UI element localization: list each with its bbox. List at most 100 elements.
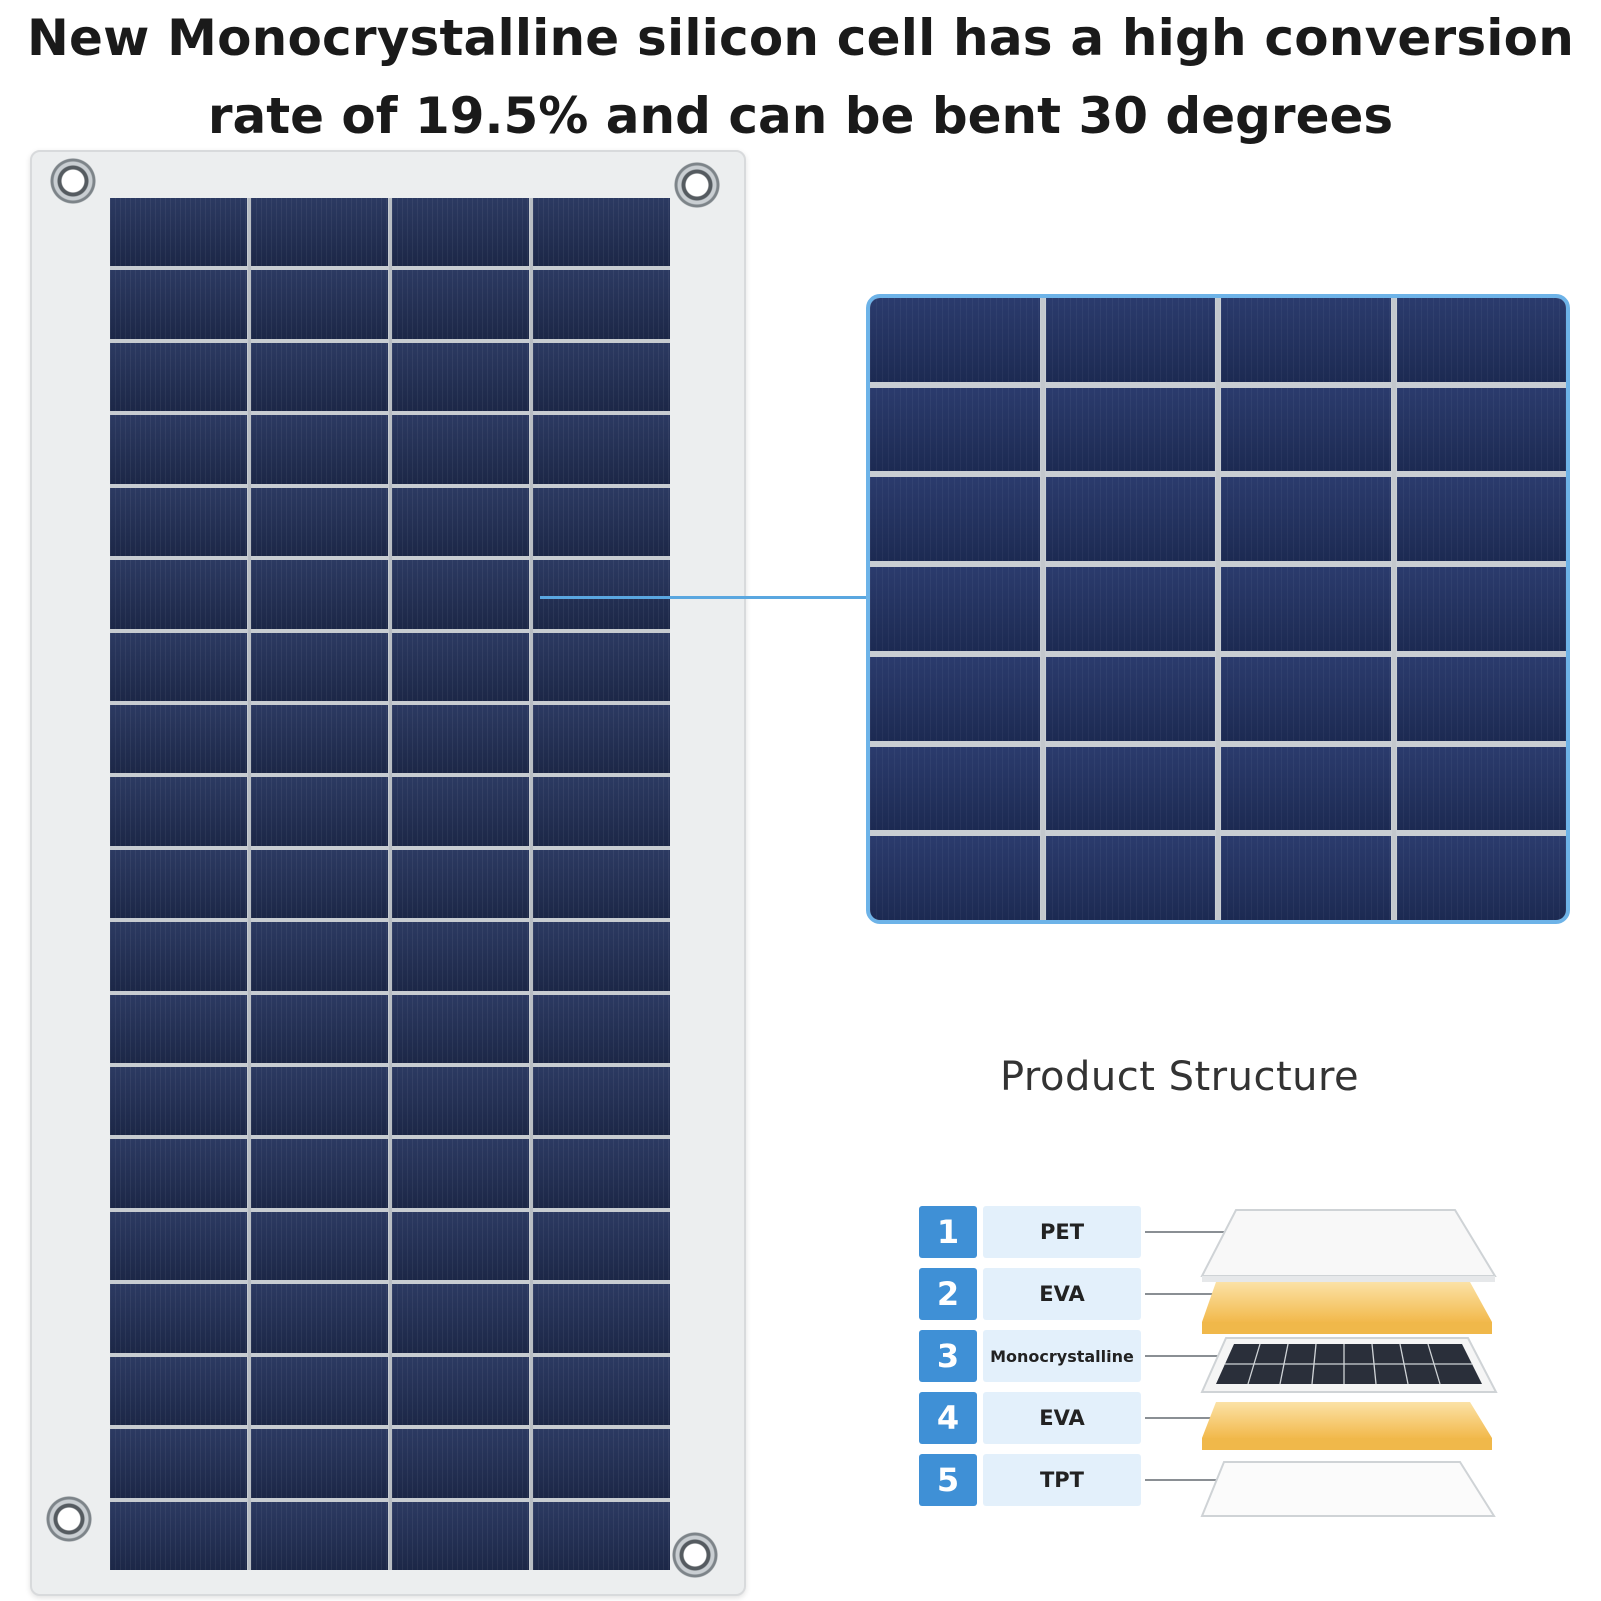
zoom-cell — [1396, 746, 1566, 831]
zoom-cell — [1045, 656, 1215, 741]
solar-cell — [110, 342, 247, 412]
solar-cell — [533, 198, 670, 267]
headline-line-2: rate of 19.5% and can be bent 30 degrees — [207, 87, 1394, 145]
solar-cell — [110, 994, 247, 1064]
zoom-cell — [870, 477, 1040, 562]
solar-cell — [251, 1067, 388, 1136]
solar-cell — [533, 1139, 670, 1208]
zoom-cell — [870, 567, 1040, 651]
solar-cell — [110, 704, 247, 774]
solar-panel — [30, 150, 746, 1596]
solar-cell — [251, 922, 388, 991]
solar-cell — [251, 704, 388, 774]
zoom-busbar — [1216, 298, 1220, 920]
solar-cell — [251, 777, 388, 846]
solar-cell — [533, 1284, 670, 1353]
solar-cell — [533, 1356, 670, 1426]
solar-cell — [533, 1211, 670, 1281]
solar-cell — [392, 342, 529, 412]
zoom-cell — [870, 746, 1040, 831]
solar-cell — [392, 1067, 529, 1136]
solar-cell — [392, 1356, 529, 1426]
solar-cell — [533, 1429, 670, 1498]
zoom-cell — [1221, 298, 1391, 382]
solar-cell — [251, 560, 388, 629]
eva-layer-bottom — [1202, 1402, 1492, 1438]
zoom-cell — [1221, 656, 1391, 741]
leader-line — [1145, 1355, 1237, 1357]
solar-cell — [251, 994, 388, 1064]
solar-cell — [392, 1429, 529, 1498]
solar-cell — [110, 198, 247, 267]
zoom-cell — [1045, 477, 1215, 562]
zoom-cell — [1045, 567, 1215, 651]
leader-line — [1145, 1293, 1237, 1295]
pet-layer — [1200, 1209, 1497, 1277]
zoom-connector-line — [540, 596, 870, 599]
zoom-cell — [1396, 567, 1566, 651]
busbar — [247, 198, 251, 1570]
solar-cell — [110, 1211, 247, 1281]
solar-cell — [392, 198, 529, 267]
zoom-busbar — [1040, 298, 1045, 920]
zoom-cell — [1396, 477, 1566, 562]
layer-number: 1 — [919, 1206, 977, 1258]
grommet-top-right — [674, 162, 720, 208]
solar-cell — [392, 849, 529, 919]
solar-cell — [251, 849, 388, 919]
solar-cell — [110, 1356, 247, 1426]
solar-cell — [392, 1284, 529, 1353]
zoom-cell — [1396, 387, 1566, 472]
zoom-cell — [1045, 746, 1215, 831]
tpt-layer — [1200, 1461, 1496, 1517]
solar-cell — [392, 415, 529, 484]
grommet-bottom-right — [672, 1532, 718, 1578]
solar-cell — [392, 632, 529, 701]
structure-title: Product Structure — [1000, 1054, 1360, 1100]
solar-cell — [110, 1429, 247, 1498]
solar-cell — [392, 704, 529, 774]
solar-cell — [251, 487, 388, 557]
solar-cell — [110, 487, 247, 557]
solar-cell — [110, 777, 247, 846]
zoom-cell — [870, 387, 1040, 472]
layer-number: 3 — [919, 1330, 977, 1382]
zoom-cell — [1221, 746, 1391, 831]
mono-layer-grid — [1225, 1343, 1472, 1385]
busbar — [388, 198, 392, 1570]
solar-cell — [533, 704, 670, 774]
layer-label: Monocrystalline — [983, 1330, 1141, 1382]
solar-cell — [110, 560, 247, 629]
solar-cell — [110, 1284, 247, 1353]
solar-cell — [533, 560, 670, 629]
layer-number: 2 — [919, 1268, 977, 1320]
solar-cell — [251, 415, 388, 484]
layer-label: PET — [983, 1206, 1141, 1258]
solar-cell — [533, 270, 670, 339]
layer-label: EVA — [983, 1268, 1141, 1320]
solar-cell — [251, 1501, 388, 1570]
solar-cell — [110, 415, 247, 484]
busbar — [529, 198, 533, 1570]
headline-line-1: New Monocrystalline silicon cell has a h… — [26, 9, 1574, 67]
solar-cell — [533, 922, 670, 991]
solar-cell — [533, 487, 670, 557]
solar-cell — [392, 487, 529, 557]
solar-cell — [392, 1501, 529, 1570]
solar-cell — [533, 849, 670, 919]
solar-cell — [392, 270, 529, 339]
solar-cell — [533, 1067, 670, 1136]
zoom-cell — [1045, 387, 1215, 472]
layer-label: EVA — [983, 1392, 1141, 1444]
zoom-cell — [1396, 656, 1566, 741]
solar-cell — [251, 198, 388, 267]
solar-cell — [533, 1501, 670, 1570]
solar-cell — [110, 922, 247, 991]
grommet-top-left — [50, 158, 96, 204]
solar-cell — [110, 1139, 247, 1208]
solar-cell — [110, 632, 247, 701]
zoom-cell — [870, 836, 1040, 920]
zoom-cell — [1221, 477, 1391, 562]
layer-number: 4 — [919, 1392, 977, 1444]
layer-stack-illustration — [1200, 1209, 1498, 1517]
